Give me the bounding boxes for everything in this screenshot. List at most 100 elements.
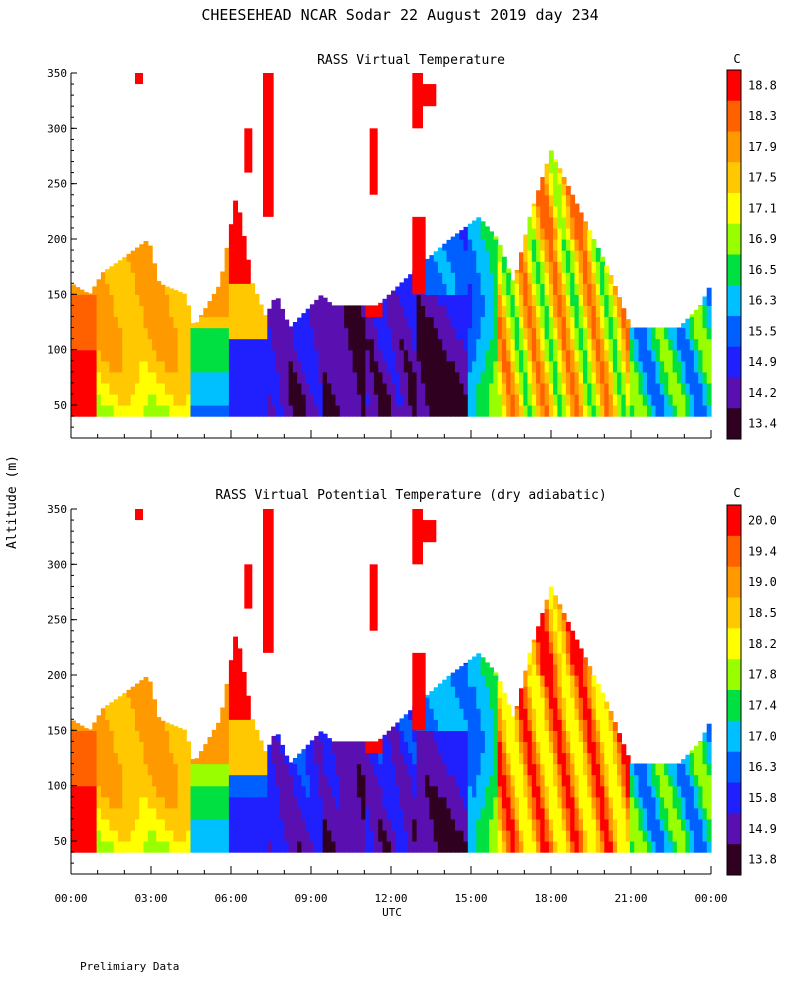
heatmap-cell — [570, 719, 576, 731]
heatmap-cell — [506, 371, 512, 384]
heatmap-cell — [433, 796, 439, 809]
heatmap-cell — [467, 239, 473, 251]
heatmap-cell — [531, 405, 537, 417]
heatmap-cell — [228, 239, 234, 251]
heatmap-cell — [382, 774, 388, 787]
heatmap-cell — [126, 763, 132, 776]
heatmap-cell — [531, 216, 537, 229]
colorbar-swatch — [727, 813, 741, 845]
colorbar-swatch — [727, 720, 741, 753]
heatmap-cell — [574, 393, 580, 406]
heatmap-cell — [672, 807, 678, 820]
heatmap-cell — [318, 360, 324, 373]
heatmap-cell — [625, 382, 631, 395]
heatmap-cell — [455, 686, 460, 698]
heatmap-cell — [92, 741, 98, 754]
heatmap-cell — [275, 327, 281, 340]
heatmap-cell — [531, 371, 537, 384]
heatmap-cell — [587, 283, 593, 295]
heatmap-cell — [169, 807, 174, 820]
heatmap-cell — [510, 338, 516, 351]
heatmap-cell — [105, 818, 110, 831]
heatmap-cell — [79, 807, 85, 820]
heatmap-cell — [143, 752, 149, 765]
heatmap-cell — [570, 785, 576, 798]
heatmap-cell — [625, 829, 631, 842]
heatmap-cell — [548, 807, 554, 820]
heatmap-cell — [216, 796, 221, 809]
heatmap-cell — [292, 371, 298, 384]
heatmap-cell — [420, 774, 426, 787]
heatmap-cell — [152, 272, 157, 284]
heatmap-cell — [181, 382, 187, 395]
heatmap-cell — [305, 785, 311, 798]
heatmap-cell — [199, 327, 204, 340]
heatmap-cell — [164, 741, 170, 754]
heatmap-cell — [348, 316, 354, 329]
heatmap-cell — [391, 752, 396, 765]
heatmap-cell — [361, 785, 366, 798]
heatmap-cell — [463, 272, 469, 284]
heatmap-cell — [561, 316, 567, 329]
heatmap-cell — [493, 305, 499, 318]
heatmap-cell — [263, 752, 268, 765]
heatmap-cell — [578, 338, 584, 351]
heatmap-cell — [361, 305, 366, 318]
heatmap-cell — [425, 382, 430, 395]
heatmap-cell — [369, 752, 375, 765]
heatmap-cell — [583, 785, 588, 798]
heatmap-cell — [587, 405, 593, 417]
heatmap-cell — [450, 294, 456, 306]
heatmap-cell — [348, 741, 354, 754]
heatmap-cell — [561, 349, 567, 362]
heatmap-cell — [139, 283, 145, 295]
heatmap-cell — [275, 316, 281, 329]
heatmap-cell — [446, 741, 452, 754]
heatmap-cell — [386, 393, 392, 406]
heatmap-cell — [450, 305, 456, 318]
heatmap-cell — [139, 244, 145, 251]
heatmap-cell — [540, 305, 546, 318]
heatmap-cell — [100, 785, 106, 798]
colorbar-label: 16.9 — [748, 232, 777, 246]
heatmap-cell — [327, 829, 332, 842]
heatmap-cell — [429, 719, 435, 731]
heatmap-cell — [228, 741, 234, 754]
heatmap-cell — [587, 382, 593, 395]
heatmap-cell — [527, 841, 533, 853]
heatmap-cell — [143, 774, 149, 787]
heatmap-cell — [467, 227, 473, 240]
heatmap-cell — [373, 796, 379, 809]
heatmap-cell — [463, 708, 469, 720]
heatmap-cell — [169, 294, 174, 306]
heatmap-cell — [706, 360, 712, 373]
heatmap-cell — [386, 785, 392, 798]
heatmap-cell — [706, 287, 712, 295]
heatmap-cell — [437, 316, 443, 329]
heatmap-cell — [493, 741, 499, 754]
heatmap-cell — [356, 393, 362, 406]
heatmap-cell — [130, 283, 136, 295]
heatmap-cell — [565, 818, 571, 831]
colorbar-label: 18.5 — [748, 606, 777, 620]
heatmap-cell — [595, 807, 601, 820]
heatmap-cell — [275, 382, 281, 395]
heatmap-cell — [395, 382, 401, 395]
heatmap-cell — [245, 272, 251, 284]
heatmap-cell — [135, 247, 140, 251]
heatmap-cell — [305, 405, 311, 417]
heatmap-cell — [365, 774, 371, 787]
heatmap-cell — [391, 349, 396, 362]
heatmap-cell — [244, 564, 253, 609]
heatmap-cell — [472, 349, 477, 362]
colorbar-label: 17.9 — [748, 140, 777, 154]
heatmap-cell — [553, 818, 558, 831]
heatmap-cell — [442, 730, 448, 742]
heatmap-cell — [254, 405, 260, 417]
heatmap-cell — [557, 829, 563, 842]
heatmap-cell — [211, 785, 217, 798]
heatmap-cell — [587, 796, 593, 809]
heatmap-cell — [519, 719, 524, 731]
heatmap-cell — [369, 818, 375, 831]
heatmap-cell — [523, 239, 529, 251]
